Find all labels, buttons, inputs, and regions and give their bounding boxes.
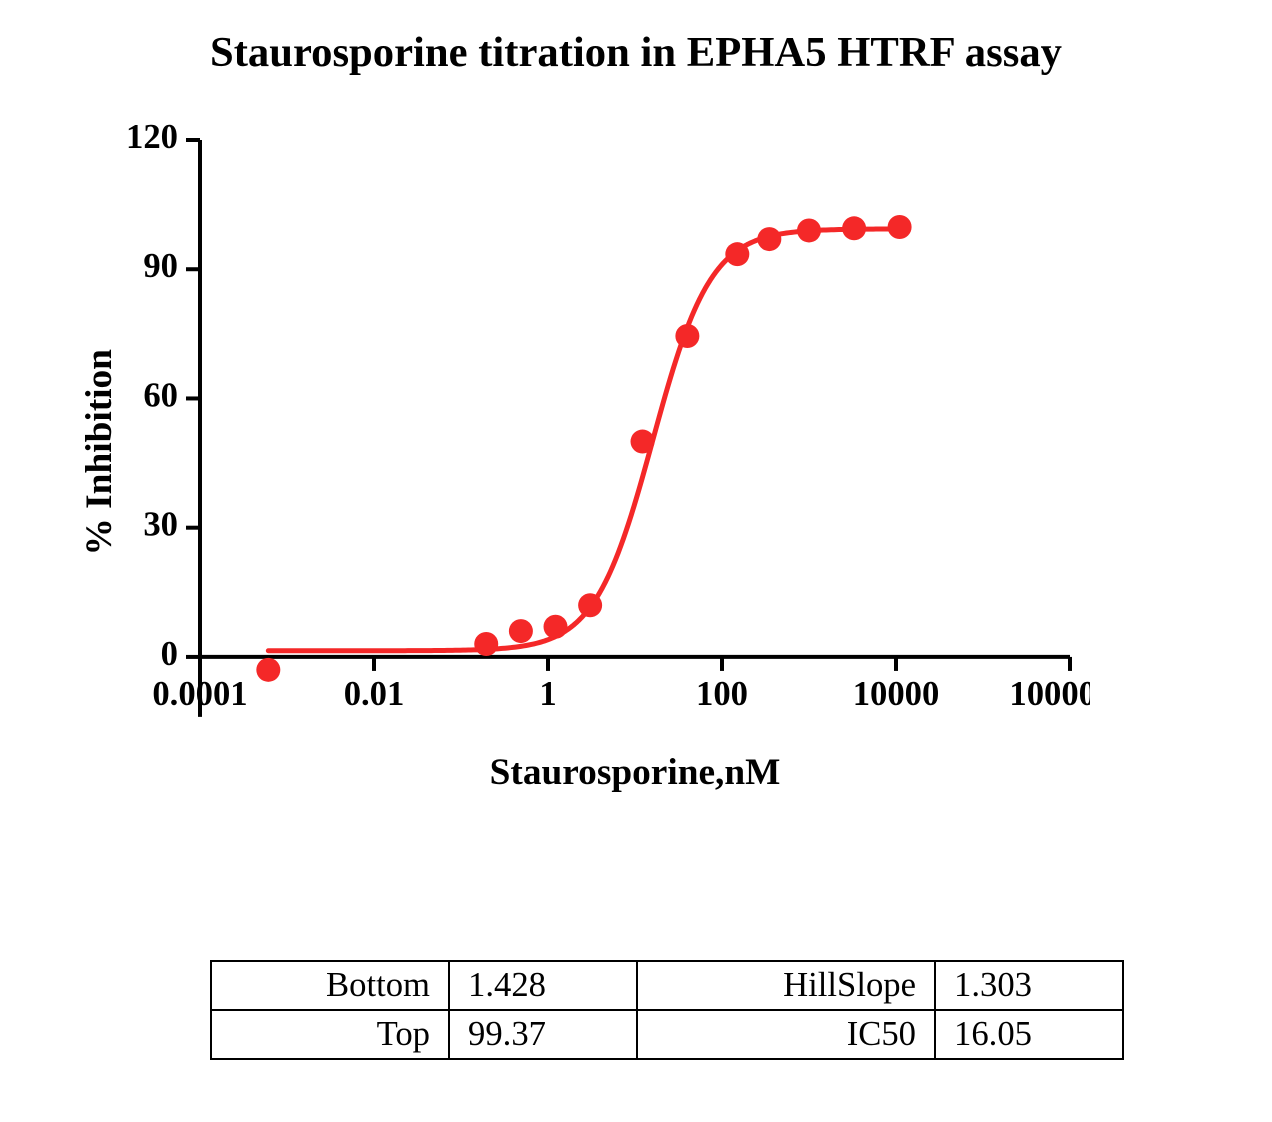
data-point — [544, 615, 568, 639]
data-point — [675, 324, 699, 348]
page: Staurosporine titration in EPHA5 HTRF as… — [0, 0, 1272, 1122]
fit-curve — [268, 229, 899, 651]
y-tick-label: 0 — [161, 635, 178, 673]
data-point — [256, 658, 280, 682]
x-axis-label: Staurosporine,nM — [200, 751, 1070, 794]
data-point — [725, 242, 749, 266]
data-point — [842, 216, 866, 240]
data-point — [509, 619, 533, 643]
param-label: Top — [211, 1010, 449, 1059]
fit-parameters-table: Bottom1.428HillSlope1.303Top99.37IC5016.… — [210, 960, 1124, 1060]
x-tick-label: 100 — [696, 675, 748, 713]
data-point — [631, 430, 655, 454]
table-row: Bottom1.428HillSlope1.303 — [211, 961, 1123, 1010]
param-value: 16.05 — [935, 1010, 1123, 1059]
chart-container: 0 30 60 90 120 0.0001 0.01 1 100 10000 1000000 — [60, 110, 1090, 835]
y-tick-label: 90 — [143, 247, 178, 285]
y-axis-label: % Inhibition — [78, 349, 121, 555]
data-point — [757, 227, 781, 251]
data-point — [474, 632, 498, 656]
table-row: Top99.37IC5016.05 — [211, 1010, 1123, 1059]
fit-parameters-table-container: Bottom1.428HillSlope1.303Top99.37IC5016.… — [210, 960, 1124, 1060]
param-value: 1.303 — [935, 961, 1123, 1010]
x-tick-label: 10000 — [853, 675, 940, 713]
param-value: 1.428 — [449, 961, 637, 1010]
y-tick-label: 30 — [143, 506, 178, 544]
x-tick-label: 1 — [539, 675, 556, 713]
data-point — [797, 218, 821, 242]
data-point — [578, 593, 602, 617]
x-tick-label: 0.0001 — [152, 675, 247, 713]
dose-response-chart: 0 30 60 90 120 0.0001 0.01 1 100 10000 1000000 — [60, 110, 1090, 830]
x-tick-label: 1000000 — [1009, 675, 1090, 713]
param-label: Bottom — [211, 961, 449, 1010]
y-tick-label: 120 — [126, 118, 178, 156]
data-point — [888, 215, 912, 239]
y-tick-label: 60 — [143, 376, 178, 414]
param-label: HillSlope — [637, 961, 935, 1010]
param-value: 99.37 — [449, 1010, 637, 1059]
chart-title: Staurosporine titration in EPHA5 HTRF as… — [0, 28, 1272, 77]
x-tick-label: 0.01 — [344, 675, 405, 713]
param-label: IC50 — [637, 1010, 935, 1059]
